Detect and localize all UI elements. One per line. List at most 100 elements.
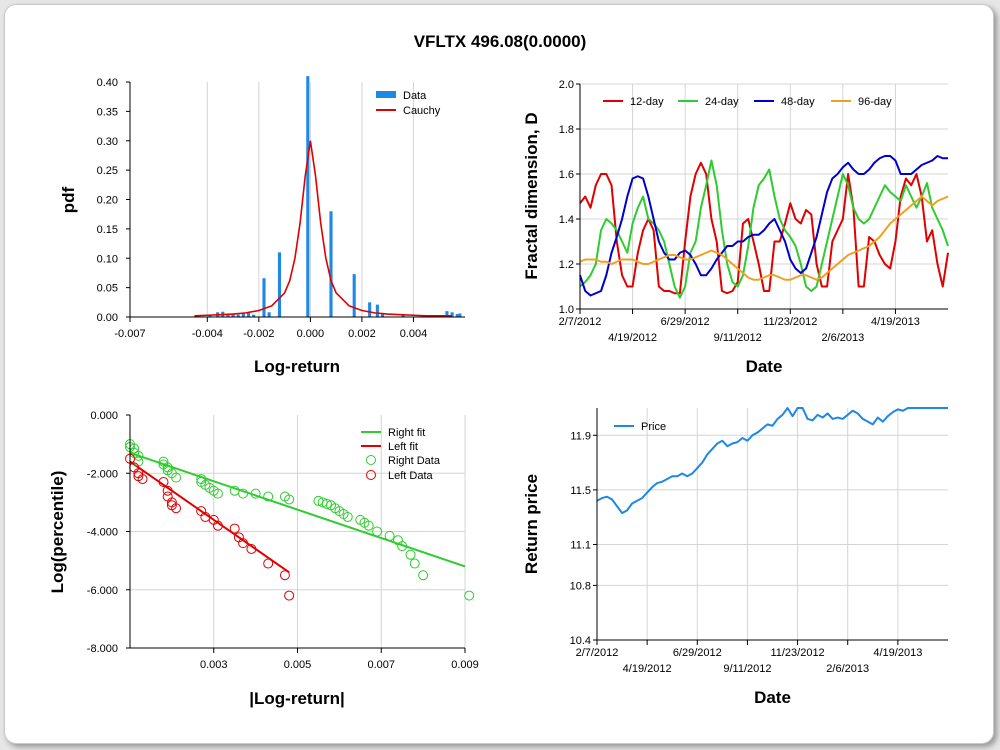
tail-y-axis-title: Log(percentile) [48, 471, 67, 594]
fractal-y-tick-label: 1.8 [559, 124, 574, 136]
tail-x-tick-label: 0.007 [367, 659, 395, 671]
fractal-y-tick-label: 1.6 [559, 169, 574, 181]
pdf-bar [375, 304, 379, 317]
tail-right-data-point [342, 511, 353, 522]
tail-legend-label: Right fit [388, 427, 425, 439]
pdf-bar [306, 76, 310, 317]
tail-left-data-point [171, 503, 182, 514]
pdf-y-tick-label: 0.35 [97, 106, 118, 118]
tail-x-tick-label: 0.003 [200, 659, 228, 671]
price-x-tick-label: 2/6/2013 [826, 663, 869, 675]
price-y-tick-label: 11.5 [570, 485, 591, 497]
tail-left-data-point [238, 538, 249, 549]
price-x-tick-label: 4/19/2013 [873, 647, 922, 659]
tail-right-data-point [263, 491, 274, 502]
tail-x-tick-label: 0.009 [451, 659, 479, 671]
pdf-legend-label: Data [403, 90, 427, 102]
price-x-tick-label: 2/7/2012 [576, 647, 619, 659]
price-y-axis-title: Return price [522, 474, 541, 574]
fractal-y-tick-label: 1.0 [559, 304, 574, 316]
pdf-bar [368, 302, 372, 317]
tail-left-data-point [284, 590, 295, 601]
fractal-x-tick-label: 6/29/2012 [661, 316, 710, 328]
pdf-bar [401, 314, 405, 317]
pdf-y-axis-title: pdf [59, 186, 78, 213]
pdf-bar [352, 274, 356, 317]
fractal-legend-label: 12-day [630, 96, 664, 108]
pdf-bar [458, 313, 462, 317]
tail-left-data-point [162, 485, 173, 496]
tail-y-tick-label: -2.000 [87, 468, 118, 480]
tail-x-tick-label: 0.005 [284, 659, 312, 671]
tail-y-tick-label: -4.000 [87, 527, 118, 539]
fractal-x-tick-label: 4/19/2013 [871, 316, 920, 328]
fractal-series-line [579, 195, 949, 281]
pdf-bar [262, 278, 266, 317]
price-y-tick-label: 11.1 [570, 539, 591, 551]
tail-right-data-point [321, 498, 332, 509]
tail-right-data-point [397, 541, 408, 552]
tail-legend-label: Left Data [388, 470, 434, 482]
pdf-y-tick-label: 0.20 [97, 195, 118, 207]
price-series-line [596, 407, 948, 515]
tail-right-data-point [372, 526, 383, 537]
tail-left-data-point [137, 474, 148, 485]
pdf-bar [329, 211, 333, 317]
pdf-legend-swatch-data [376, 91, 396, 98]
price-x-tick-label: 11/23/2012 [770, 647, 824, 659]
chart-card [4, 4, 994, 744]
tail-legend-label: Left fit [388, 441, 418, 453]
fractal-series-line [579, 161, 949, 295]
tail-legend-swatch [366, 470, 376, 480]
pdf-y-tick-label: 0.30 [97, 136, 118, 148]
pdf-y-tick-label: 0.10 [97, 253, 118, 265]
fractal-series-line [579, 159, 949, 299]
pdf-bar [455, 314, 459, 317]
tail-right-data-point [171, 472, 182, 483]
fractal-x-tick-label: 4/19/2012 [608, 332, 657, 344]
pdf-x-tick-label: -0.007 [114, 328, 145, 340]
tail-right-data-point [409, 558, 420, 569]
pdf-bar [450, 312, 454, 317]
fractal-x-tick-label: 11/23/2012 [763, 316, 817, 328]
tail-y-tick-label: -8.000 [87, 643, 118, 655]
tail-right-data-point [250, 488, 261, 499]
tail-left-data-point [229, 523, 240, 534]
tail-left-data-point [263, 558, 274, 569]
pdf-y-tick-label: 0.05 [97, 283, 118, 295]
fractal-x-tick-label: 2/6/2013 [821, 332, 864, 344]
tail-x-axis-title: |Log-return| [249, 689, 344, 708]
pdf-y-tick-label: 0.40 [97, 77, 118, 89]
pdf-x-tick-label: -0.004 [192, 328, 223, 340]
pdf-x-tick-label: -0.002 [243, 328, 274, 340]
price-x-tick-label: 4/19/2012 [623, 663, 672, 675]
pdf-bar [267, 312, 271, 317]
tail-right-data-point [284, 494, 295, 505]
tail-right-data-point [212, 488, 223, 499]
pdf-y-tick-label: 0.25 [97, 165, 118, 177]
price-y-tick-label: 11.9 [570, 430, 591, 442]
pdf-bar [236, 314, 240, 317]
fractal-y-axis-title: Fractal dimension, D [522, 112, 541, 279]
tail-left-data-point [212, 520, 223, 531]
pdf-bar [380, 313, 385, 317]
fractal-x-tick-label: 2/7/2012 [559, 316, 602, 328]
tail-y-tick-label: -6.000 [87, 585, 118, 597]
fractal-legend-label: 48-day [781, 96, 815, 108]
price-y-tick-label: 10.8 [570, 580, 591, 592]
pdf-x-tick-label: 0.004 [400, 328, 428, 340]
tail-right-fit-line [129, 451, 466, 568]
tail-left-data-point [158, 476, 169, 487]
tail-right-data-point [464, 590, 475, 601]
fractal-legend-label: 24-day [705, 96, 739, 108]
price-x-axis-title: Date [754, 688, 791, 707]
pdf-bar [246, 312, 251, 317]
pdf-bar [231, 313, 235, 317]
fractal-x-tick-label: 9/11/2012 [714, 332, 762, 344]
pdf-y-tick-label: 0.00 [97, 312, 118, 324]
price-legend-label: Price [641, 421, 666, 433]
pdf-bar [226, 314, 230, 317]
pdf-x-tick-label: 0.002 [348, 328, 376, 340]
price-x-tick-label: 6/29/2012 [673, 647, 722, 659]
